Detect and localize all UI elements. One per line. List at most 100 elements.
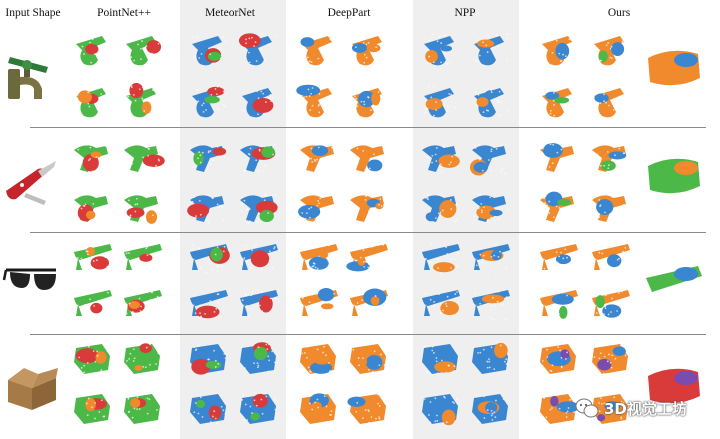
ours-large-result-thumbnail (646, 266, 702, 292)
meteornet-segmentation-thumbnail (190, 394, 227, 425)
ours-segmentation-thumbnail (594, 88, 626, 118)
pointnetpp-segmentation-thumbnail (124, 195, 160, 224)
npp-segmentation-thumbnail (474, 33, 509, 66)
faucet-icon (8, 57, 48, 99)
meteornet-segmentation-thumbnail (190, 244, 230, 274)
npp-segmentation-thumbnail (422, 193, 458, 223)
npp-segmentation-thumbnail (469, 143, 506, 176)
deeppart-segmentation-thumbnail (300, 244, 338, 272)
ours-segmentation-thumbnail (540, 344, 577, 374)
meteornet-segmentation-thumbnail (187, 195, 225, 224)
ours-segmentation-thumbnail (540, 191, 574, 224)
column-title-meteornet: MeteorNet (205, 7, 255, 19)
npp-segmentation-thumbnail (422, 145, 460, 174)
meteornet-segmentation-thumbnail (240, 143, 276, 174)
cardboard-box-icon (8, 368, 58, 410)
npp-segmentation-thumbnail (422, 394, 459, 426)
pointnetpp-segmentation-thumbnail (124, 394, 160, 424)
npp-segmentation-thumbnail (423, 33, 454, 66)
npp-segmentation-thumbnail (474, 88, 509, 118)
ours-large-result-thumbnail (648, 50, 700, 86)
pointnetpp-segmentation-thumbnail (125, 82, 156, 118)
meteornet-segmentation-thumbnail (240, 193, 278, 224)
pocket-knife-icon (6, 161, 56, 205)
meteornet-segmentation-thumbnail (190, 143, 227, 172)
row-separator (30, 232, 706, 233)
wechat-icon (575, 398, 599, 418)
deeppart-segmentation-thumbnail (300, 344, 336, 374)
ours-segmentation-thumbnail (540, 290, 578, 321)
row-separator (30, 334, 706, 335)
ours-segmentation-thumbnail (592, 290, 630, 318)
column-title-deeppart: DeepPart (327, 7, 371, 19)
watermark: 3D视觉工坊 (575, 394, 717, 422)
deeppart-segmentation-thumbnail (347, 393, 386, 424)
deeppart-segmentation-thumbnail (350, 288, 388, 321)
npp-segmentation-thumbnail (472, 394, 508, 424)
ours-segmentation-thumbnail (540, 244, 578, 272)
npp-segmentation-thumbnail (422, 290, 460, 317)
meteornet-segmentation-thumbnail (238, 33, 276, 66)
eyeglasses-icon (2, 268, 56, 290)
deeppart-segmentation-thumbnail (350, 343, 386, 374)
pointnetpp-segmentation-thumbnail (124, 343, 160, 374)
ours-segmentation-thumbnail (540, 394, 580, 424)
deeppart-segmentation-thumbnail (300, 145, 335, 175)
meteornet-segmentation-thumbnail (191, 35, 227, 66)
pointnetpp-segmentation-thumbnail (74, 290, 112, 318)
meteornet-segmentation-thumbnail (240, 289, 278, 317)
pointnetpp-segmentation-thumbnail (124, 243, 162, 275)
meteornet-segmentation-thumbnail (240, 393, 277, 424)
deeppart-segmentation-thumbnail (350, 143, 384, 175)
deeppart-segmentation-thumbnail (346, 243, 388, 272)
pointnetpp-segmentation-thumbnail (124, 143, 165, 175)
ours-large-result-thumbnail (648, 368, 700, 404)
meteornet-segmentation-thumbnail (242, 88, 275, 118)
pointnetpp-segmentation-thumbnail (124, 290, 162, 316)
pointnetpp-segmentation-thumbnail (74, 393, 111, 425)
deeppart-segmentation-thumbnail (300, 33, 336, 66)
ours-segmentation-thumbnail (540, 143, 574, 174)
npp-segmentation-thumbnail (472, 290, 510, 321)
watermark-text: 3D视觉工坊 (604, 399, 687, 418)
column-title-pointnetpp: PointNet++ (97, 7, 151, 19)
column-title-ours: Ours (607, 7, 631, 19)
npp-segmentation-thumbnail (472, 243, 510, 275)
pointnetpp-segmentation-thumbnail (74, 143, 110, 173)
column-title-input-shape: Input Shape (5, 7, 61, 19)
deeppart-segmentation-thumbnail (300, 287, 338, 321)
npp-segmentation-thumbnail (422, 243, 460, 275)
meteornet-segmentation-thumbnail (240, 342, 276, 374)
ours-segmentation-thumbnail (592, 344, 628, 375)
npp-segmentation-thumbnail (424, 85, 456, 118)
pointnetpp-segmentation-thumbnail (74, 343, 110, 375)
ours-segmentation-thumbnail (592, 394, 629, 424)
npp-segmentation-thumbnail (472, 342, 508, 374)
ours-segmentation-thumbnail (594, 34, 628, 66)
row-separator (30, 127, 706, 128)
deeppart-segmentation-thumbnail (296, 84, 334, 118)
ours-segmentation-thumbnail (592, 145, 627, 175)
ours-segmentation-thumbnail (592, 244, 630, 275)
deeppart-segmentation-thumbnail (300, 393, 336, 425)
ours-segmentation-thumbnail (542, 33, 575, 66)
pointnetpp-segmentation-thumbnail (76, 35, 110, 66)
pointnetpp-segmentation-thumbnail (126, 35, 162, 66)
pointnetpp-segmentation-thumbnail (74, 194, 108, 222)
meteornet-segmentation-thumbnail (192, 85, 226, 118)
meteornet-segmentation-thumbnail (190, 290, 228, 319)
column-title-npp: NPP (454, 7, 476, 19)
deeppart-segmentation-thumbnail (350, 195, 386, 225)
npp-segmentation-thumbnail (422, 344, 458, 375)
ours-segmentation-thumbnail (541, 85, 576, 118)
ours-large-result-thumbnail (648, 158, 700, 194)
ours-segmentation-thumbnail (592, 195, 626, 222)
deeppart-segmentation-thumbnail (351, 33, 383, 66)
deeppart-segmentation-thumbnail (298, 193, 334, 225)
meteornet-segmentation-thumbnail (240, 243, 278, 270)
pointnetpp-segmentation-thumbnail (75, 85, 111, 118)
meteornet-segmentation-thumbnail (190, 344, 227, 375)
npp-segmentation-thumbnail (472, 193, 509, 223)
